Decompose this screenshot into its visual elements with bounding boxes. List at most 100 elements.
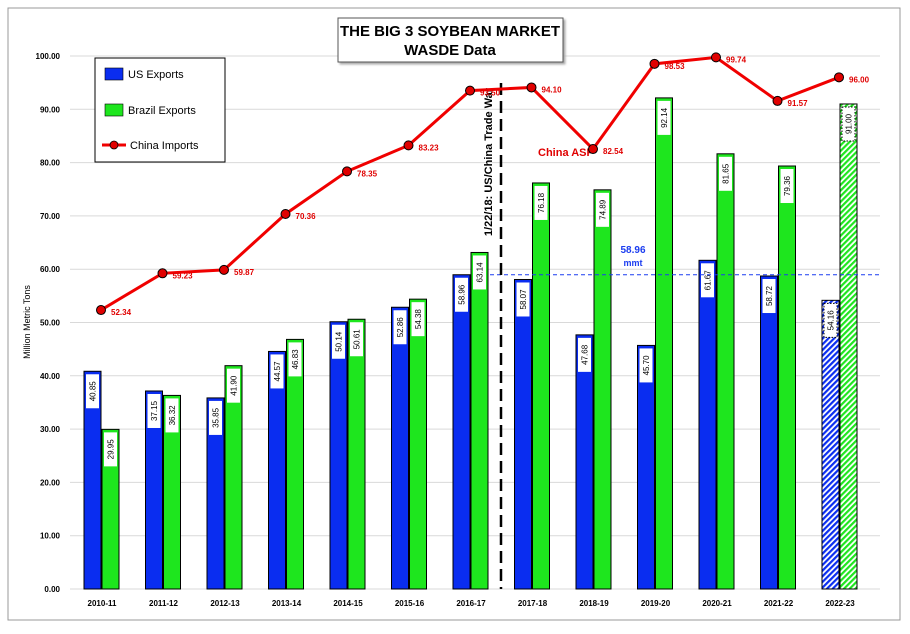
us-export-bar [206,397,225,590]
data-label-box [455,277,468,312]
china-imports-point [834,72,844,83]
brazil-export-bar [286,338,304,590]
us-export-data-label: 61.67 [704,270,713,291]
brazil-export-data-label: 79.36 [783,175,792,196]
y-tick-label: 50.00 [40,319,61,328]
brazil-export-bar [593,189,612,590]
china-imports-point [465,85,475,96]
us-export-bar [821,299,840,590]
china-imports-data-label: 94.10 [542,85,563,94]
china-asf-annotation: China ASF [538,147,593,159]
china-imports-data-label: 78.35 [357,169,378,178]
y-tick-label: 80.00 [40,159,61,168]
y-axis-label: Million Metric Tons [22,285,32,359]
china-imports-data-label: 83.23 [419,143,440,152]
legend-swatch-us [104,67,124,81]
data-label-box [719,156,732,191]
x-tick-label: 2022-23 [825,599,855,608]
china-imports-point [403,140,414,151]
reference-value-label: 58.96 [620,245,645,256]
brazil-export-bar [839,103,858,590]
brazil-export-data-label: 50.61 [353,329,362,350]
brazil-export-data-label: 63.14 [476,262,485,283]
us-export-bar [637,344,655,590]
x-tick-label: 2017-18 [518,599,548,608]
data-label-box [596,192,609,227]
data-label-box [473,255,486,290]
china-imports-point [96,305,106,316]
brazil-export-data-label: 92.14 [660,107,669,128]
us-export-data-label: 58.96 [458,284,467,305]
data-label-box [393,310,407,345]
brazil-export-bar [101,428,120,590]
us-export-bar [83,370,102,590]
us-export-data-label: 58.72 [765,285,774,306]
data-label-box [657,100,671,135]
us-export-data-label: 47.68 [581,344,590,365]
x-tick-label: 2013-14 [272,599,302,608]
data-label-box [516,282,530,317]
data-label-box [227,368,240,403]
x-tick-label: 2019-20 [641,599,671,608]
us-export-bar [514,278,532,590]
y-tick-label: 10.00 [40,532,61,541]
y-tick-label: 20.00 [40,478,61,487]
brazil-export-data-label: 91.00 [845,113,854,134]
x-tick-label: 2016-17 [456,599,486,608]
legend: US Exports Brazil Exports China Imports [94,57,226,163]
us-export-bar [452,274,471,590]
data-label-box [147,393,161,428]
y-tick-label: 40.00 [40,372,61,381]
data-label-box [104,432,117,467]
brazil-export-data-label: 36.32 [168,405,177,426]
china-imports-data-label: 82.54 [603,147,624,156]
us-export-bar [268,350,286,590]
china-imports-point [219,264,229,275]
x-tick-label: 2015-16 [395,599,425,608]
data-label-box [332,324,345,359]
legend-swatch-brazil [104,103,124,117]
brazil-export-data-label: 29.95 [107,439,116,460]
y-tick-label: 100.00 [36,52,61,61]
us-export-data-label: 54.16 [827,310,836,331]
brazil-export-bar [224,365,243,590]
china-imports-point [588,144,598,155]
x-tick-label: 2021-22 [764,599,794,608]
data-label-box [350,322,363,357]
chart-title-line1: THE BIG 3 SOYBEAN MARKET [340,23,560,40]
y-tick-label: 30.00 [40,425,61,434]
data-label-box [534,185,548,220]
brazil-export-bar [470,251,489,590]
x-tick-label: 2012-13 [210,599,240,608]
china-imports-point [711,52,721,63]
data-label-box [701,263,714,298]
china-imports-data-label: 99.74 [726,55,747,64]
us-export-bar [329,321,348,590]
brazil-export-data-label: 74.89 [599,199,608,220]
y-tick-label: 70.00 [40,212,61,221]
us-export-bar [760,275,778,590]
brazil-export-bar [163,394,181,590]
china-imports-data-label: 70.36 [296,212,317,221]
brazil-export-bar [409,298,427,590]
us-export-data-label: 50.14 [335,331,344,352]
data-label-box [288,342,302,377]
brazil-export-bar [347,318,366,590]
data-label-box [823,302,838,338]
us-export-bar [575,334,594,590]
legend-marker-china [109,140,119,150]
china-imports-point [526,82,537,93]
y-tick-label: 0.00 [44,585,60,594]
china-imports-point [157,268,168,279]
us-export-data-label: 37.15 [150,400,159,421]
us-export-data-label: 35.85 [212,407,221,428]
x-tick-label: 2010-11 [88,599,117,608]
legend-label-us: US Exports [128,69,184,81]
chart-title-line2: WASDE Data [404,42,496,59]
china-imports-point [280,208,291,219]
legend-label-brazil: Brazil Exports [128,105,196,117]
x-tick-label: 2011-12 [149,599,178,608]
data-label-box [209,400,222,435]
